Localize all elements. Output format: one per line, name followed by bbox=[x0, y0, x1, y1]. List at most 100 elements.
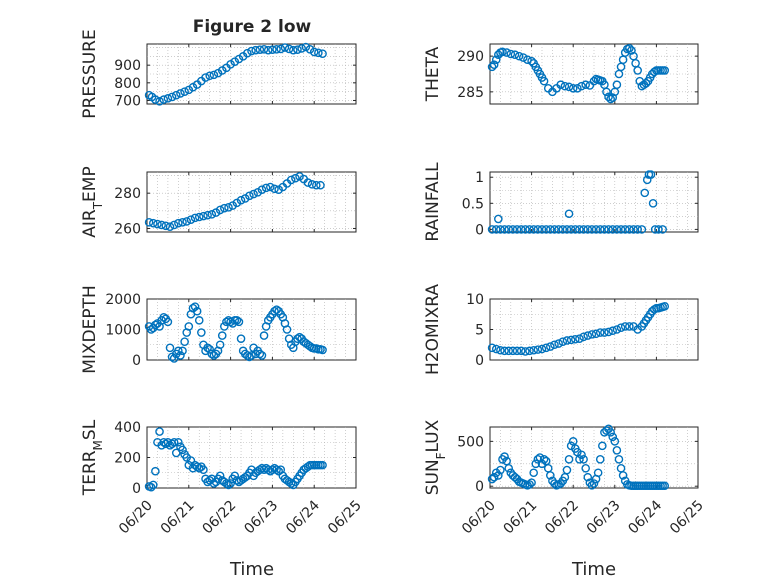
data-point bbox=[558, 225, 568, 234]
data-point bbox=[512, 346, 522, 356]
data-point bbox=[247, 46, 256, 56]
data-point bbox=[564, 454, 574, 464]
data-point bbox=[167, 92, 177, 102]
data-point bbox=[243, 48, 252, 58]
data-point bbox=[494, 471, 503, 480]
data-point bbox=[249, 189, 258, 199]
data-point bbox=[589, 76, 599, 86]
data-point bbox=[650, 67, 659, 77]
data-point bbox=[604, 92, 613, 102]
data-point bbox=[608, 432, 618, 442]
data-point bbox=[316, 180, 325, 190]
data-point bbox=[600, 328, 609, 337]
data-point bbox=[660, 66, 670, 75]
y-tick-label: 400 bbox=[114, 420, 141, 436]
data-point bbox=[163, 94, 173, 103]
data-point bbox=[318, 460, 327, 470]
data-point bbox=[491, 55, 501, 65]
data-point bbox=[610, 437, 620, 446]
data-point bbox=[591, 329, 601, 339]
data-point bbox=[318, 49, 327, 59]
data-point bbox=[155, 427, 164, 436]
y-tick-label: 700 bbox=[114, 93, 141, 109]
y-tick-label: 0 bbox=[475, 353, 484, 369]
data-point bbox=[618, 471, 628, 480]
data-point bbox=[575, 225, 584, 234]
data-point bbox=[496, 465, 505, 475]
data-point bbox=[641, 78, 651, 88]
data-point bbox=[600, 225, 609, 234]
data-point bbox=[537, 225, 547, 234]
data-point bbox=[583, 331, 593, 340]
data-point bbox=[606, 94, 615, 104]
data-point bbox=[608, 225, 618, 234]
data-point bbox=[529, 345, 538, 355]
data-point bbox=[660, 481, 670, 491]
data-point bbox=[284, 44, 294, 54]
data-point bbox=[194, 212, 204, 222]
data-point bbox=[309, 47, 319, 57]
y-axis-label: PRESSURE bbox=[80, 29, 100, 118]
panel-rainfall: 0 0.5 1 RAINFALL bbox=[423, 162, 699, 242]
data-point bbox=[190, 213, 200, 223]
y-tick-label: 200 bbox=[114, 451, 141, 467]
y-tick-label: 285 bbox=[457, 85, 484, 101]
data-point bbox=[159, 95, 169, 104]
y-tick-label: 0 bbox=[475, 479, 484, 495]
data-point bbox=[570, 225, 580, 234]
data-point bbox=[533, 225, 543, 234]
data-point bbox=[577, 81, 586, 91]
data-point bbox=[546, 342, 555, 351]
data-point bbox=[146, 482, 156, 492]
data-point bbox=[201, 73, 210, 82]
panel-terr_msl: 0 200 400 TERRMSL 06/20 06/21 06/22 06/23 06/24 0… bbox=[80, 419, 365, 537]
data-point bbox=[558, 337, 568, 347]
data-point bbox=[654, 225, 663, 234]
data-point bbox=[487, 474, 497, 484]
data-point bbox=[612, 325, 622, 334]
data-point bbox=[604, 225, 613, 234]
data-point bbox=[625, 43, 634, 53]
data-point bbox=[531, 459, 541, 469]
x-tick-label: 06/24 bbox=[625, 497, 665, 537]
data-point bbox=[504, 346, 514, 356]
data-point bbox=[523, 55, 532, 65]
data-point bbox=[205, 71, 214, 81]
data-point bbox=[251, 45, 260, 55]
data-point bbox=[587, 481, 597, 490]
data-point bbox=[209, 70, 219, 80]
data-point bbox=[562, 465, 572, 475]
data-point bbox=[276, 44, 286, 54]
x-tick-label: 06/25 bbox=[325, 498, 365, 538]
data-point bbox=[203, 210, 212, 220]
data-point bbox=[562, 225, 572, 234]
data-point bbox=[498, 47, 507, 57]
data-point bbox=[286, 479, 296, 488]
data-point bbox=[525, 225, 534, 234]
data-point bbox=[487, 62, 497, 72]
data-point bbox=[217, 331, 227, 340]
data-point bbox=[508, 225, 518, 234]
data-point bbox=[583, 225, 593, 234]
data-point bbox=[646, 170, 656, 179]
x-tick-label: 06/20 bbox=[459, 498, 499, 538]
data-point bbox=[539, 454, 549, 464]
data-point bbox=[537, 344, 547, 354]
data-point bbox=[496, 225, 505, 234]
data-point bbox=[487, 225, 497, 234]
data-point bbox=[314, 48, 323, 58]
data-point bbox=[593, 468, 603, 478]
data-point bbox=[529, 225, 538, 234]
data-point bbox=[163, 317, 173, 327]
x-tick-label: 06/25 bbox=[667, 498, 707, 538]
y-tick-label: 2000 bbox=[105, 292, 141, 308]
y-tick-label: 900 bbox=[114, 58, 141, 74]
data-point bbox=[489, 60, 499, 70]
data-point bbox=[215, 340, 225, 350]
data-point bbox=[504, 463, 514, 473]
data-point bbox=[161, 221, 171, 231]
data-point bbox=[155, 97, 164, 106]
data-point bbox=[575, 334, 584, 343]
data-point bbox=[508, 346, 518, 356]
